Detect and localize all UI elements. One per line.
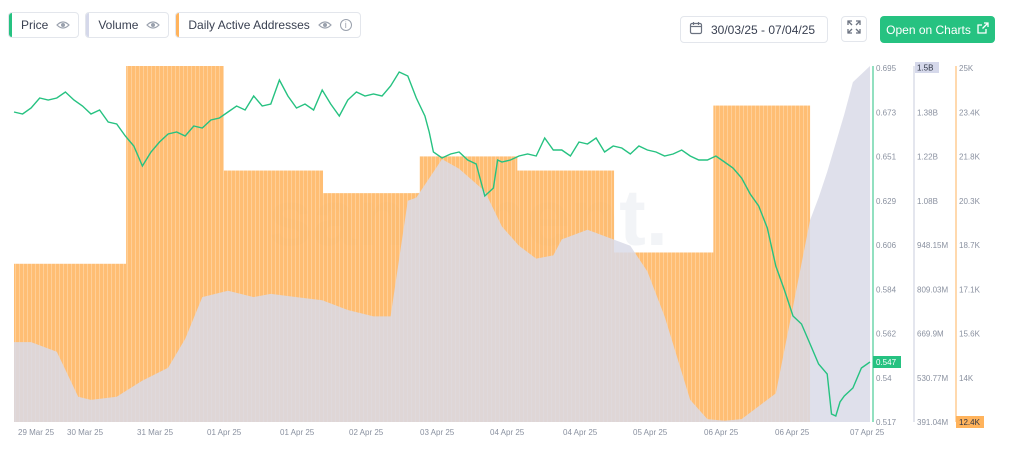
volume-tick-label: 1.08B bbox=[917, 197, 938, 206]
daa-tick-label: 21.8K bbox=[959, 153, 981, 162]
daa-step-bar bbox=[126, 66, 224, 422]
daa-tick-label: 12.4K bbox=[959, 418, 981, 427]
daa-tick-label: 15.6K bbox=[959, 330, 981, 339]
x-tick-label: 04 Apr 25 bbox=[563, 428, 598, 437]
x-tick-label: 04 Apr 25 bbox=[490, 428, 525, 437]
volume-tick-label: 391.04M bbox=[917, 418, 948, 427]
volume-area-layer bbox=[14, 66, 870, 422]
volume-tick-label: 669.9M bbox=[917, 330, 944, 339]
daa-tick-label: 18.7K bbox=[959, 241, 981, 250]
price-line bbox=[14, 72, 870, 416]
volume-tick-label: 1.38B bbox=[917, 108, 938, 117]
price-tick-label: 0.517 bbox=[876, 418, 897, 427]
volume-area bbox=[14, 66, 870, 422]
current-price-badge bbox=[873, 356, 901, 368]
volume-top-badge-text: 1.5B bbox=[917, 64, 933, 73]
date-range-text: 30/03/25 - 07/04/25 bbox=[711, 23, 815, 37]
legend-daa-label: Daily Active Addresses bbox=[184, 18, 309, 32]
x-tick-label: 06 Apr 25 bbox=[775, 428, 810, 437]
volume-tick-label: 530.77M bbox=[917, 374, 948, 383]
price-tick-label: 0.695 bbox=[876, 64, 897, 73]
daa-tick-label: 23.4K bbox=[959, 108, 981, 117]
price-color-bar bbox=[9, 13, 12, 37]
x-tick-label: 03 Apr 25 bbox=[420, 428, 455, 437]
x-tick-label: 29 Mar 25 bbox=[18, 428, 55, 437]
daa-tick-label: 25K bbox=[959, 64, 974, 73]
price-tick-label: 0.562 bbox=[876, 330, 897, 339]
volume-tick-label: 1.5B bbox=[917, 64, 933, 73]
volume-color-bar bbox=[86, 13, 89, 37]
volume-tick-label: 948.15M bbox=[917, 241, 948, 250]
price-tick-label: 0.629 bbox=[876, 197, 897, 206]
info-icon[interactable]: i bbox=[340, 19, 352, 31]
external-link-icon bbox=[977, 22, 989, 37]
daa-step-bar bbox=[517, 171, 614, 422]
fullscreen-icon bbox=[847, 20, 861, 39]
daa-tick-label: 14K bbox=[959, 374, 974, 383]
x-tick-label: 07 Apr 25 bbox=[850, 428, 885, 437]
x-tick-label: 01 Apr 25 bbox=[207, 428, 242, 437]
daa-step-bar bbox=[420, 156, 518, 422]
price-tick-label: 0.673 bbox=[876, 108, 897, 117]
watermark: santiment. bbox=[268, 173, 668, 262]
daa-step-bar bbox=[14, 264, 126, 422]
daa-badge-text: 12.4K bbox=[959, 418, 981, 427]
daa-step-bar bbox=[713, 106, 810, 422]
legend-volume[interactable]: Volume bbox=[85, 12, 169, 38]
legend-price-label: Price bbox=[17, 18, 48, 32]
x-tick-label: 02 Apr 25 bbox=[349, 428, 384, 437]
daa-badge bbox=[956, 416, 984, 428]
legend-daa[interactable]: Daily Active Addresses i bbox=[175, 12, 360, 38]
axes: 0.695 0.673 0.651 0.629 0.606 0.584 0.562 0.54 0… bbox=[18, 62, 984, 437]
x-tick-label: 06 Apr 25 bbox=[704, 428, 739, 437]
price-tick-label: 0.606 bbox=[876, 241, 897, 250]
daa-bars bbox=[14, 66, 810, 422]
open-on-charts-button[interactable]: Open on Charts bbox=[880, 16, 995, 43]
fullscreen-button[interactable] bbox=[841, 16, 867, 42]
legend: Price Volume Daily Active Addresses i bbox=[8, 12, 361, 38]
calendar-icon bbox=[689, 21, 703, 38]
daa-tick-label: 17.1K bbox=[959, 285, 981, 294]
daa-color-bar bbox=[176, 13, 179, 37]
legend-volume-label: Volume bbox=[94, 18, 138, 32]
eye-icon[interactable] bbox=[146, 18, 160, 32]
daa-step-bar bbox=[323, 193, 420, 422]
open-on-charts-label: Open on Charts bbox=[886, 23, 971, 37]
daa-step-bar bbox=[224, 171, 323, 422]
price-tick-label: 0.54 bbox=[876, 374, 892, 383]
volume-tick-label: 1.22B bbox=[917, 153, 938, 162]
eye-icon[interactable] bbox=[56, 18, 70, 32]
price-tick-label: 0.651 bbox=[876, 153, 897, 162]
volume-top-badge bbox=[915, 62, 939, 73]
date-range-picker[interactable]: 30/03/25 - 07/04/25 bbox=[680, 16, 828, 43]
volume-tick-label: 809.03M bbox=[917, 285, 948, 294]
price-line-layer bbox=[14, 72, 870, 416]
eye-icon[interactable] bbox=[318, 18, 332, 32]
current-price-text: 0.547 bbox=[876, 358, 897, 367]
x-tick-label: 31 Mar 25 bbox=[137, 428, 174, 437]
price-tick-label: 0.584 bbox=[876, 285, 897, 294]
daa-tick-label: 20.3K bbox=[959, 197, 981, 206]
legend-price[interactable]: Price bbox=[8, 12, 79, 38]
x-tick-label: 05 Apr 25 bbox=[633, 428, 668, 437]
x-tick-label: 30 Mar 25 bbox=[67, 428, 104, 437]
daa-step-bar bbox=[614, 252, 713, 422]
x-tick-label: 01 Apr 25 bbox=[280, 428, 315, 437]
